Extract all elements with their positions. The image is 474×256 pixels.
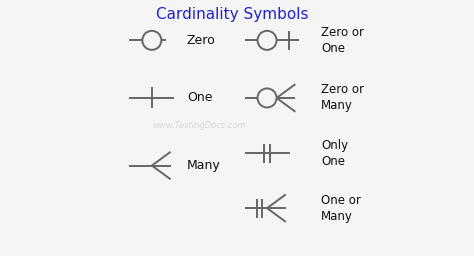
Text: Only
One: Only One (321, 138, 348, 167)
Text: Cardinality Symbols: Cardinality Symbols (156, 7, 308, 22)
Text: One or
Many: One or Many (321, 194, 361, 223)
Text: Zero: Zero (187, 34, 216, 47)
Text: One: One (187, 91, 212, 104)
Text: www.TestingDocs.com: www.TestingDocs.com (153, 121, 246, 130)
Text: Many: Many (187, 159, 221, 172)
Text: Zero or
One: Zero or One (321, 26, 364, 55)
Text: Zero or
Many: Zero or Many (321, 83, 364, 112)
